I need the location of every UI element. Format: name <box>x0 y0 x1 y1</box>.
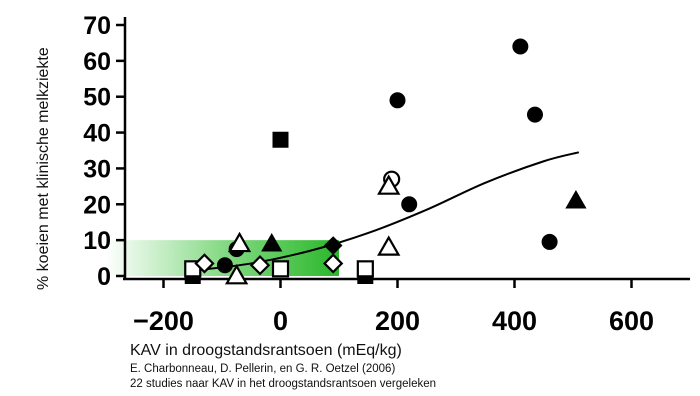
open-diamond-point <box>194 253 215 274</box>
filled-triangle-point <box>565 189 587 209</box>
y-tick-label: 30 <box>83 155 111 183</box>
open-triangle-point <box>377 235 401 256</box>
y-axis-label: % koeien met klinische melkziekte <box>35 47 52 290</box>
filled-square-point <box>272 131 289 148</box>
filled-circle-point <box>541 233 558 250</box>
data-points <box>184 38 587 285</box>
y-tick-label: 70 <box>83 12 111 40</box>
open-square-point <box>271 260 290 278</box>
y-tick-label: 40 <box>83 120 111 148</box>
filled-circle-point <box>401 196 418 213</box>
open-diamond-point <box>249 255 271 276</box>
filled-circle-point <box>216 257 233 274</box>
open-triangle-point <box>224 264 249 285</box>
open-triangle-point <box>227 231 252 253</box>
tick-labels: 0 10 20 30 40 50 60 70 −200 0 200 400 600 <box>83 12 654 336</box>
x-axis-label: KAV in droogstandsrantsoen (mEq/kg) <box>130 342 402 359</box>
x-tick-label: 600 <box>609 306 654 336</box>
x-tick-label: 0 <box>273 306 288 336</box>
open-triangle-point <box>377 174 401 195</box>
axes <box>116 17 690 288</box>
source-credit: E. Charbonneau, D. Pellerin, en G. R. Oe… <box>130 363 396 375</box>
filled-circle-point <box>512 38 529 55</box>
filled-triangle-point <box>261 232 283 252</box>
open-diamond-point <box>322 253 344 274</box>
x-tick-label: 400 <box>492 306 537 336</box>
y-tick-label: 50 <box>83 84 111 112</box>
filled-circle-point <box>389 92 406 109</box>
x-tick-label: 200 <box>375 306 420 336</box>
open-square-point <box>356 260 374 278</box>
y-tick-label: 0 <box>97 263 111 291</box>
filled-circle-point <box>526 106 543 123</box>
y-tick-label: 20 <box>83 191 111 219</box>
y-tick-label: 10 <box>83 227 111 255</box>
study-note: 22 studies naar KAV in het droogstandsra… <box>130 378 437 390</box>
y-tick-label: 60 <box>83 48 111 76</box>
x-tick-label: −200 <box>133 306 194 336</box>
